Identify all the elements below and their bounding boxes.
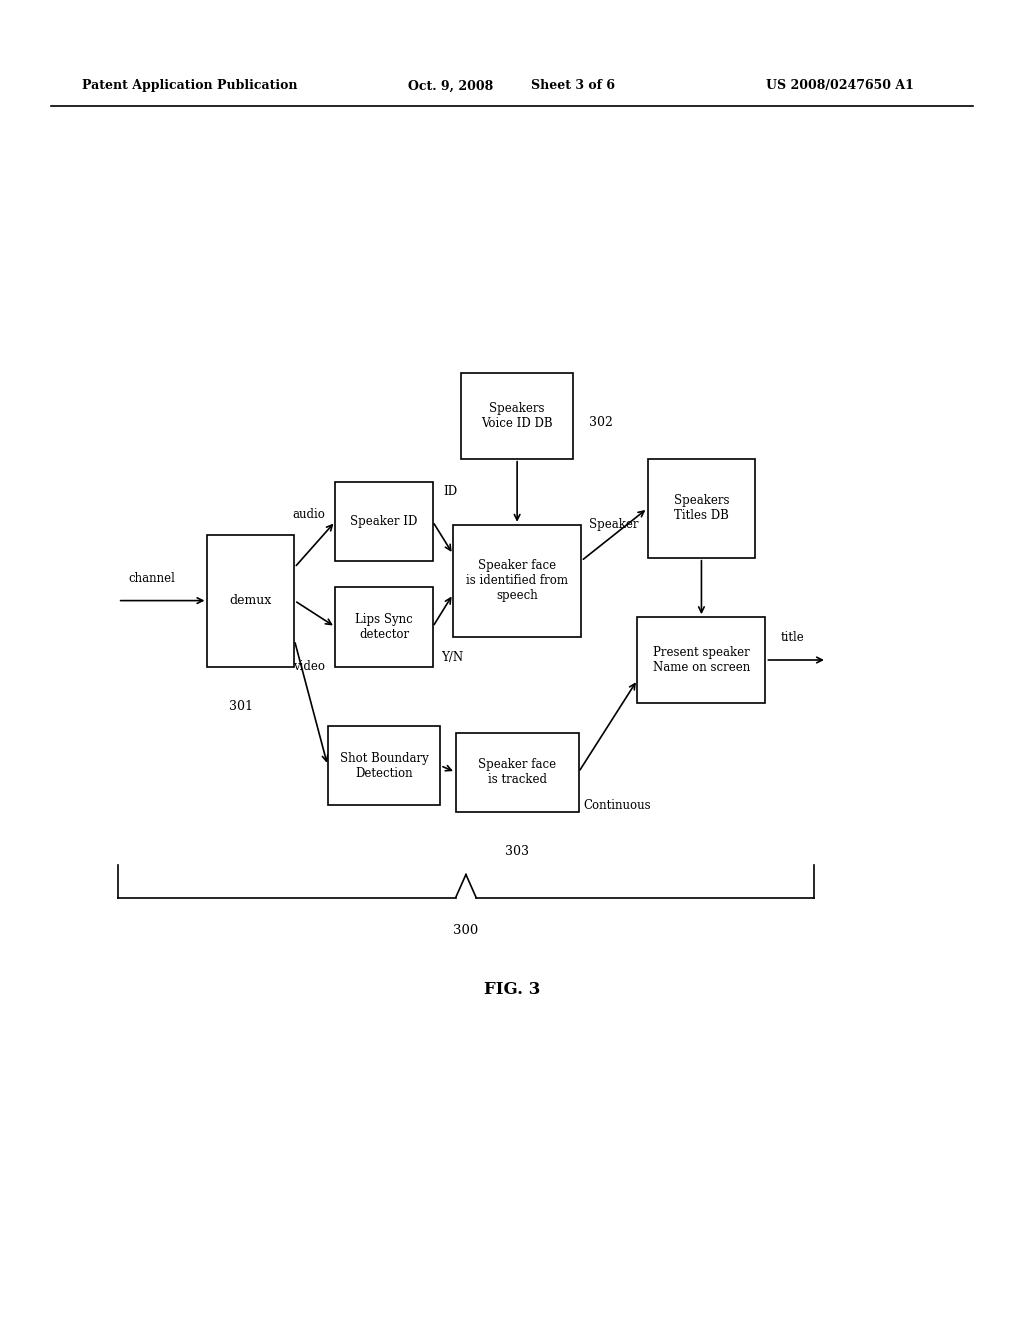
Text: 302: 302: [589, 416, 612, 429]
Text: 303: 303: [505, 845, 529, 858]
FancyBboxPatch shape: [207, 535, 295, 667]
Text: Speakers
Titles DB: Speakers Titles DB: [674, 494, 729, 523]
Text: Shot Boundary
Detection: Shot Boundary Detection: [340, 751, 428, 780]
Text: Present speaker
Name on screen: Present speaker Name on screen: [653, 645, 750, 675]
FancyBboxPatch shape: [461, 372, 573, 458]
Text: Y/N: Y/N: [440, 651, 463, 664]
Text: Speakers
Voice ID DB: Speakers Voice ID DB: [481, 401, 553, 430]
FancyBboxPatch shape: [637, 618, 766, 702]
Text: Patent Application Publication: Patent Application Publication: [82, 79, 297, 92]
FancyBboxPatch shape: [453, 524, 582, 636]
FancyBboxPatch shape: [456, 733, 579, 812]
Text: audio: audio: [293, 508, 326, 521]
FancyBboxPatch shape: [328, 726, 440, 805]
FancyBboxPatch shape: [336, 482, 432, 561]
Text: Oct. 9, 2008: Oct. 9, 2008: [408, 79, 494, 92]
Text: Lips Sync
detector: Lips Sync detector: [355, 612, 413, 642]
Text: FIG. 3: FIG. 3: [483, 982, 541, 998]
Text: video: video: [293, 660, 326, 673]
Text: Speaker ID: Speaker ID: [350, 515, 418, 528]
Text: Sheet 3 of 6: Sheet 3 of 6: [531, 79, 615, 92]
Text: Speaker face
is identified from
speech: Speaker face is identified from speech: [466, 560, 568, 602]
Text: ID: ID: [442, 484, 457, 498]
Text: 300: 300: [454, 924, 478, 937]
Text: 301: 301: [228, 700, 253, 713]
Text: Continuous: Continuous: [584, 799, 651, 812]
Text: Speaker face
is tracked: Speaker face is tracked: [478, 758, 556, 787]
Text: US 2008/0247650 A1: US 2008/0247650 A1: [766, 79, 913, 92]
Text: Speaker: Speaker: [590, 517, 639, 531]
FancyBboxPatch shape: [648, 459, 756, 557]
Text: channel: channel: [128, 572, 175, 585]
FancyBboxPatch shape: [336, 587, 432, 667]
Text: title: title: [781, 631, 805, 644]
Text: demux: demux: [229, 594, 272, 607]
